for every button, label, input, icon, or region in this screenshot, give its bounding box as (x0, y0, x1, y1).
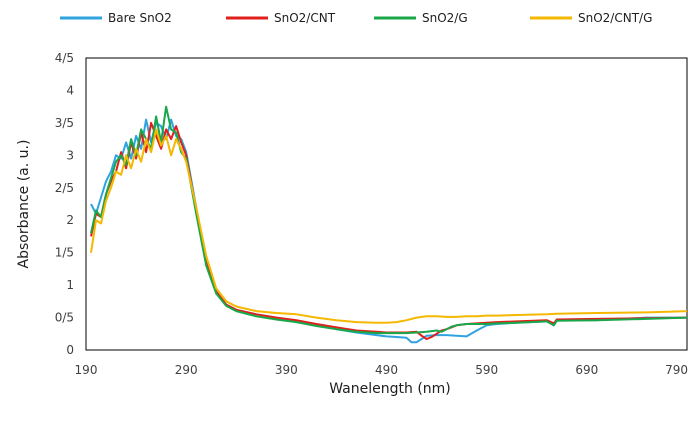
legend-label-1: SnO2/CNT (274, 11, 336, 25)
legend-label-2: SnO2/G (422, 11, 468, 25)
y-tick-label: 0 (66, 343, 74, 357)
y-tick-label: 2 (66, 213, 74, 227)
legend-label-3: SnO2/CNT/G (578, 11, 652, 25)
series-line-3 (90, 128, 688, 324)
x-tick-label: 190 (75, 363, 98, 377)
plot-area-frame (85, 57, 688, 351)
x-tick-label: 590 (475, 363, 498, 377)
y-tick-label: 1/5 (55, 246, 74, 260)
y-tick-label: 0/5 (55, 311, 74, 325)
series-line-1 (90, 121, 688, 340)
x-tick-label: 790 (665, 363, 688, 377)
y-axis-title: Absorbance (a. u.) (16, 140, 32, 269)
series-lines (90, 105, 688, 344)
series-line-0 (90, 118, 687, 344)
x-tick-label: 490 (375, 363, 398, 377)
legend-label-0: Bare SnO2 (108, 11, 172, 25)
x-tick-label: 390 (275, 363, 298, 377)
series-line-2 (90, 105, 688, 335)
y-tick-label: 4/5 (55, 51, 74, 65)
y-tick-label: 1 (66, 278, 74, 292)
legend: Bare SnO2 SnO2/CNT SnO2/G SnO2/CNT/G (60, 11, 652, 25)
x-axis-ticks: 190 290 390 490 590 690 790 (75, 363, 688, 377)
y-tick-label: 3/5 (55, 116, 74, 130)
y-tick-label: 4 (66, 83, 74, 97)
y-tick-label: 2/5 (55, 181, 74, 195)
y-tick-label: 3 (66, 148, 74, 162)
y-axis-ticks: 0 0/5 1 1/5 2 2/5 3 3/5 4 4/5 (55, 51, 74, 357)
x-tick-label: 290 (175, 363, 198, 377)
x-axis-title: Wanelength (nm) (329, 381, 451, 397)
x-tick-label: 690 (575, 363, 598, 377)
